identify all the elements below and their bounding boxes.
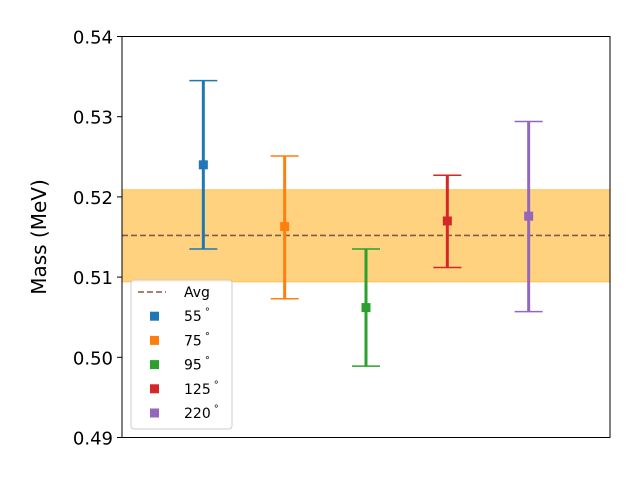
error-layer bbox=[189, 79, 543, 367]
legend-label: 95 ° bbox=[184, 356, 210, 374]
legend-swatch bbox=[150, 408, 159, 418]
errorbar-55 bbox=[189, 79, 218, 250]
y-tick-label: 0.50 bbox=[73, 348, 113, 369]
errorbar-125 bbox=[433, 174, 462, 269]
errorbar-75 bbox=[270, 155, 299, 300]
data-point bbox=[442, 216, 452, 226]
errorbar-95 bbox=[352, 248, 380, 367]
legend-swatch bbox=[150, 335, 159, 345]
legend-swatch bbox=[150, 360, 159, 370]
y-axis-ticks: 0.49 0.50 0.51 0.52 0.53 0.54 bbox=[73, 28, 122, 450]
data-point bbox=[361, 303, 371, 313]
y-tick-label: 0.54 bbox=[73, 28, 113, 49]
y-axis-label: Mass (MeV) bbox=[27, 179, 51, 295]
legend-label: 125 ° bbox=[184, 380, 219, 398]
y-tick-label: 0.49 bbox=[73, 429, 113, 450]
data-point bbox=[524, 211, 534, 221]
legend-avg-label: Avg bbox=[184, 285, 210, 301]
errorbar-220 bbox=[514, 120, 543, 313]
legend-label: 55 ° bbox=[184, 307, 210, 325]
legend: Avg 55 ° 75 ° 95 ° 125 ° 220 ° bbox=[130, 279, 233, 430]
legend-swatch bbox=[150, 311, 159, 321]
data-point bbox=[280, 222, 290, 232]
legend-label: 75 ° bbox=[184, 331, 210, 349]
legend-swatch bbox=[150, 384, 159, 394]
y-tick-label: 0.51 bbox=[73, 268, 113, 289]
legend-label: 220 ° bbox=[184, 404, 219, 422]
y-tick-label: 0.53 bbox=[73, 108, 113, 129]
data-point bbox=[198, 160, 208, 170]
y-tick-label: 0.52 bbox=[73, 188, 113, 209]
plot-frame bbox=[121, 36, 611, 438]
